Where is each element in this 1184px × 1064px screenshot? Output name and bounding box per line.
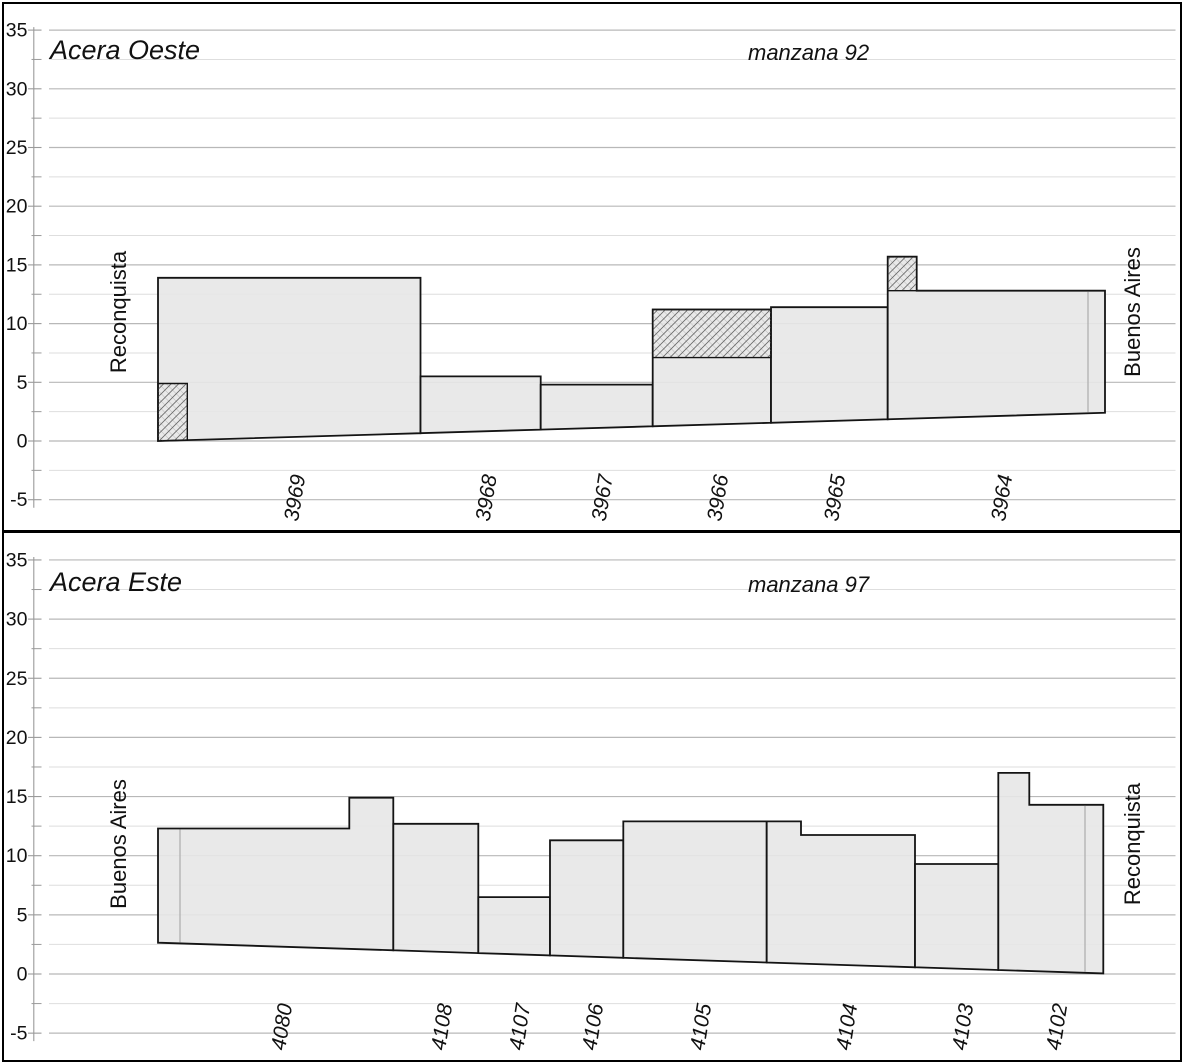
y-tick-label: 10 xyxy=(6,313,28,335)
y-tick-label: -5 xyxy=(10,1023,27,1045)
y-tick-label: 15 xyxy=(6,254,28,276)
parcel-label-4104: 4104 xyxy=(832,1002,862,1052)
y-tick-label: 35 xyxy=(6,549,28,571)
building-3967 xyxy=(539,383,654,431)
parcel-label-4107: 4107 xyxy=(505,1001,535,1052)
parcel-label-4080: 4080 xyxy=(267,1002,297,1052)
building-4106 xyxy=(549,839,625,959)
y-tick-label: 35 xyxy=(6,20,28,42)
parcel-label-3965: 3965 xyxy=(820,473,850,523)
y-tick-label: 25 xyxy=(6,668,28,690)
hatched-area xyxy=(652,308,772,359)
parcel-label-4102: 4102 xyxy=(1042,1002,1072,1052)
y-tick-label: 15 xyxy=(6,786,28,808)
parcel-label-4106: 4106 xyxy=(578,1002,608,1052)
parcel-label-4108: 4108 xyxy=(427,1002,457,1052)
y-tick-label: 30 xyxy=(6,78,28,100)
y-tick-label: 25 xyxy=(6,137,28,159)
y-tick-label: 0 xyxy=(17,964,28,986)
parcel-label-3969: 3969 xyxy=(280,473,310,523)
building-3968 xyxy=(419,375,542,435)
parcel-label-3967: 3967 xyxy=(588,472,618,523)
building-4108 xyxy=(392,822,480,955)
building-4103 xyxy=(914,863,1000,971)
y-tick-label: 20 xyxy=(6,196,28,218)
building-3969 xyxy=(157,276,422,442)
building-3965 xyxy=(770,306,889,424)
building-4102 xyxy=(997,772,1105,975)
building-4080 xyxy=(157,796,395,952)
parcel-label-4103: 4103 xyxy=(948,1002,978,1052)
hatched-area xyxy=(157,382,189,442)
y-tick-label: 20 xyxy=(6,727,28,749)
y-tick-label: -5 xyxy=(10,489,27,511)
parcel-label-3966: 3966 xyxy=(703,473,733,523)
hatched-area xyxy=(887,256,918,292)
building-4105 xyxy=(622,820,768,964)
y-tick-label: 10 xyxy=(6,845,28,867)
building-4107 xyxy=(477,896,551,957)
parcel-label-3968: 3968 xyxy=(472,473,502,523)
y-tick-label: 5 xyxy=(17,904,28,926)
building-3964 xyxy=(886,255,1106,421)
building-4104 xyxy=(765,820,916,969)
parcel-label-3964: 3964 xyxy=(987,473,1017,523)
panel-divider xyxy=(2,529,1182,533)
profile-svg-acera-este: 35 30 25 20 15 10 5 0 -5 4080 4108 4107 4106 4105 4104… xyxy=(6,549,1176,1052)
y-tick-label: 5 xyxy=(17,372,28,394)
y-tick-label: 0 xyxy=(17,431,28,453)
y-tick-label: 30 xyxy=(6,609,28,631)
parcel-label-4105: 4105 xyxy=(686,1002,716,1052)
profile-svg-acera-oeste: 35 30 25 20 15 10 5 0 -5 3969 3968 3967 3966 3965 3964 xyxy=(6,20,1176,523)
